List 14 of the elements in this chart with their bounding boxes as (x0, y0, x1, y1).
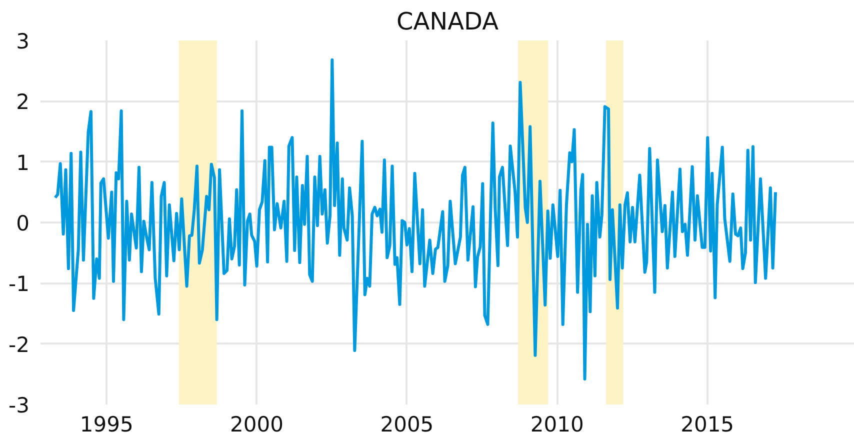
x-tick-label: 2000 (230, 412, 284, 436)
y-tick-label: 1 (16, 150, 30, 175)
line-series (54, 58, 778, 381)
y-tick-label: -2 (8, 332, 30, 357)
x-tick-label: 1995 (80, 412, 134, 436)
y-tick-label: -3 (8, 394, 30, 418)
x-tick-label: 2015 (680, 412, 734, 436)
y-tick-label: 0 (16, 212, 30, 236)
x-tick-label: 2005 (380, 412, 434, 436)
y-tick-label: -1 (8, 272, 30, 296)
y-tick-label: 2 (16, 90, 30, 114)
chart-title: CANADA (396, 8, 500, 36)
y-tick-label: 3 (16, 30, 30, 54)
x-tick-label: 2010 (530, 412, 584, 436)
